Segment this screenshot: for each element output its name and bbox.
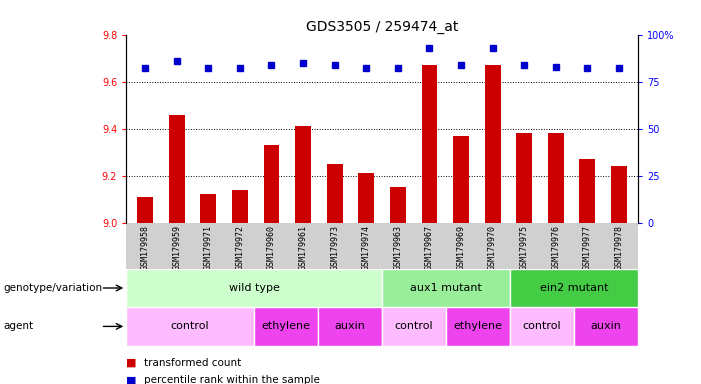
Bar (169, 114, 184, 223)
Text: agent: agent (4, 321, 34, 331)
Bar (446, 307, 510, 346)
Bar (295, 126, 311, 223)
Text: auxin: auxin (590, 321, 621, 331)
Bar (318, 307, 382, 346)
Text: genotype/variation: genotype/variation (4, 283, 102, 293)
Text: GSM179977: GSM179977 (583, 225, 592, 270)
Text: GSM179973: GSM179973 (330, 225, 339, 270)
Text: GSM179958: GSM179958 (141, 225, 149, 270)
Text: percentile rank within the sample: percentile rank within the sample (144, 375, 320, 384)
Text: control: control (395, 321, 433, 331)
Bar (453, 136, 469, 223)
Text: ein2 mutant: ein2 mutant (540, 283, 608, 293)
Text: GSM179970: GSM179970 (488, 225, 497, 270)
Bar (358, 173, 374, 223)
Text: GSM179959: GSM179959 (172, 225, 182, 270)
Text: GSM179976: GSM179976 (551, 225, 560, 270)
Bar (548, 133, 564, 223)
Bar (137, 197, 153, 223)
Text: ■: ■ (126, 375, 137, 384)
Text: auxin: auxin (334, 321, 365, 331)
Text: GSM179975: GSM179975 (519, 225, 529, 270)
Bar (510, 269, 638, 307)
Text: ethylene: ethylene (454, 321, 503, 331)
Bar (390, 187, 406, 223)
Text: GSM179974: GSM179974 (362, 225, 371, 270)
Bar (382, 307, 446, 346)
Bar (580, 159, 595, 223)
Text: GSM179961: GSM179961 (299, 225, 308, 270)
Text: ethylene: ethylene (261, 321, 311, 331)
Bar (382, 269, 510, 307)
Text: GSM179967: GSM179967 (425, 225, 434, 270)
Text: transformed count: transformed count (144, 358, 241, 368)
Bar (264, 145, 280, 223)
Text: GSM179960: GSM179960 (267, 225, 276, 270)
Text: control: control (171, 321, 210, 331)
Title: GDS3505 / 259474_at: GDS3505 / 259474_at (306, 20, 458, 33)
Text: control: control (523, 321, 562, 331)
Text: ■: ■ (126, 358, 137, 368)
Bar (611, 166, 627, 223)
Bar (517, 133, 532, 223)
Bar (510, 307, 574, 346)
Text: wild type: wild type (229, 283, 280, 293)
Bar (232, 190, 247, 223)
Bar (126, 269, 382, 307)
Bar (421, 65, 437, 223)
Text: GSM179972: GSM179972 (236, 225, 245, 270)
Bar (254, 307, 318, 346)
Text: GSM179978: GSM179978 (615, 225, 623, 270)
Bar (484, 65, 501, 223)
Text: GSM179971: GSM179971 (204, 225, 213, 270)
Bar (327, 164, 343, 223)
Bar (200, 195, 216, 223)
Bar (126, 307, 254, 346)
Bar (574, 307, 638, 346)
Text: aux1 mutant: aux1 mutant (410, 283, 482, 293)
Text: GSM179963: GSM179963 (393, 225, 402, 270)
Text: GSM179969: GSM179969 (456, 225, 465, 270)
